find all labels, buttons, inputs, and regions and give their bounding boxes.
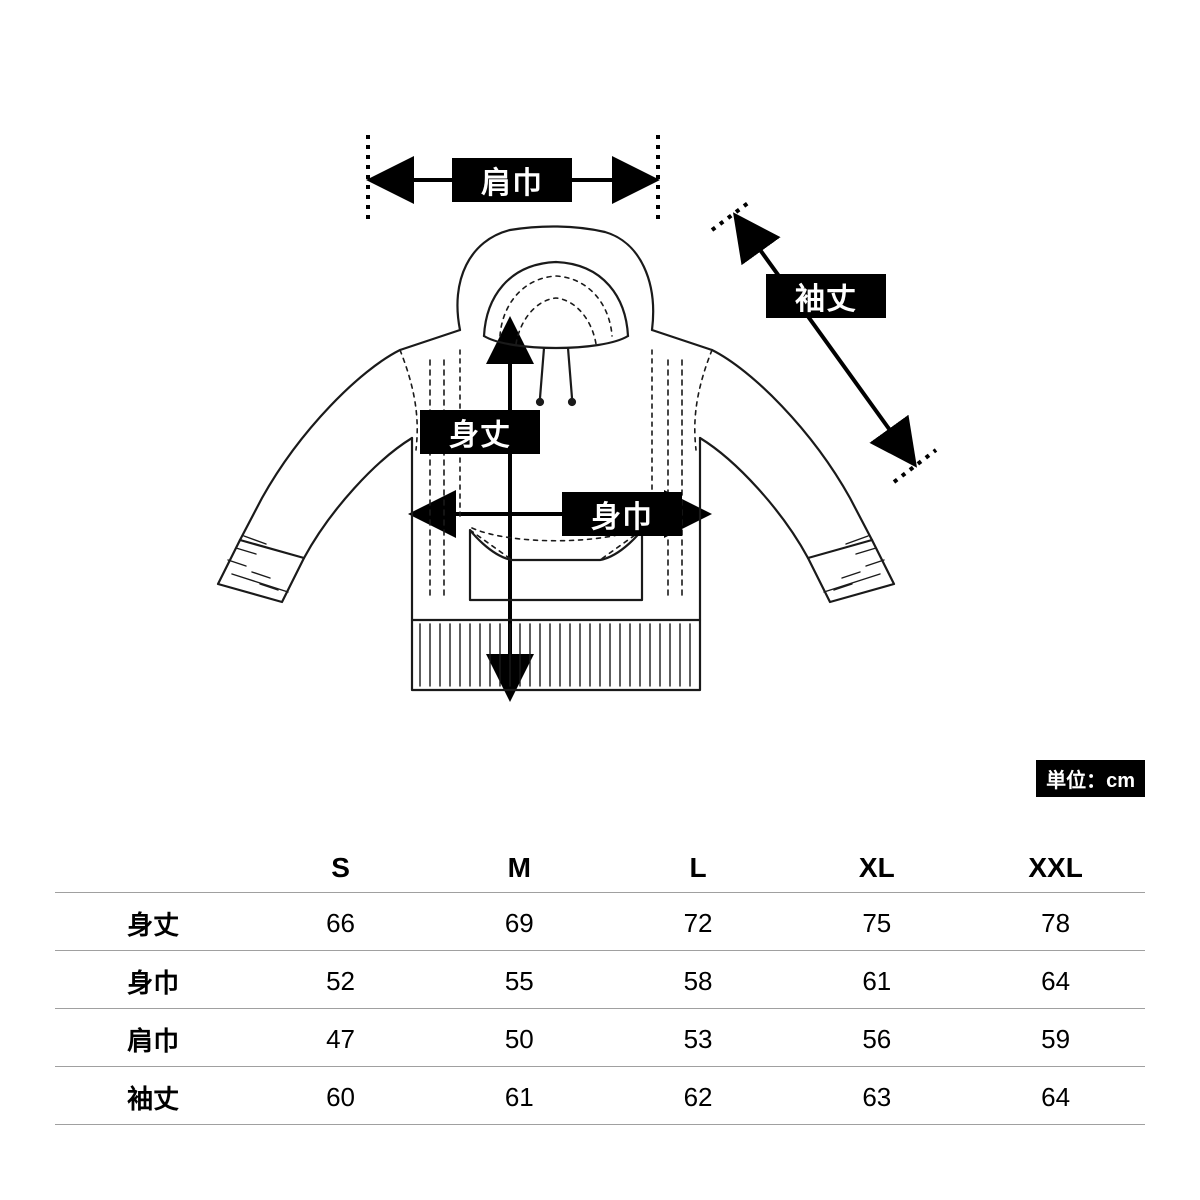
cell: 63: [787, 1067, 966, 1125]
cell: 55: [430, 951, 609, 1009]
cell: 58: [609, 951, 788, 1009]
cell: 75: [787, 893, 966, 951]
th-blank: [55, 840, 251, 893]
cell: 60: [251, 1067, 430, 1125]
unit-label: 単位：cm: [1036, 760, 1145, 797]
cell: 69: [430, 893, 609, 951]
hoodie-diagram: [0, 0, 1200, 760]
th-xl: XL: [787, 840, 966, 893]
table-body: 身丈 66 69 72 75 78 身巾 52 55 58 61 64 肩巾: [55, 893, 1145, 1125]
row-label: 身巾: [55, 951, 251, 1009]
cell: 66: [251, 893, 430, 951]
cell: 64: [966, 1067, 1145, 1125]
label-width-text: 身巾: [591, 492, 653, 536]
cell: 52: [251, 951, 430, 1009]
label-sleeve-text: 袖丈: [795, 274, 857, 318]
cell: 59: [966, 1009, 1145, 1067]
cell: 72: [609, 893, 788, 951]
table-header-row: S M L XL XXL: [55, 840, 1145, 893]
label-shoulder-width: 肩巾: [452, 158, 572, 202]
label-length-text: 身丈: [449, 410, 511, 454]
label-sleeve-length: 袖丈: [766, 274, 886, 318]
row-label: 袖丈: [55, 1067, 251, 1125]
th-l: L: [609, 840, 788, 893]
table-row: 身巾 52 55 58 61 64: [55, 951, 1145, 1009]
cell: 61: [430, 1067, 609, 1125]
cell: 50: [430, 1009, 609, 1067]
table-row: 肩巾 47 50 53 56 59: [55, 1009, 1145, 1067]
table-row: 袖丈 60 61 62 63 64: [55, 1067, 1145, 1125]
cell: 53: [609, 1009, 788, 1067]
size-table: S M L XL XXL 身丈 66 69 72 75 78 身巾: [55, 840, 1145, 1125]
row-label: 肩巾: [55, 1009, 251, 1067]
cell: 56: [787, 1009, 966, 1067]
label-body-length: 身丈: [420, 410, 540, 454]
th-xxl: XXL: [966, 840, 1145, 893]
table-row: 身丈 66 69 72 75 78: [55, 893, 1145, 951]
cell: 47: [251, 1009, 430, 1067]
label-shoulder-text: 肩巾: [481, 158, 543, 202]
th-m: M: [430, 840, 609, 893]
row-label: 身丈: [55, 893, 251, 951]
cell: 78: [966, 893, 1145, 951]
cell: 61: [787, 951, 966, 1009]
page: 肩巾 袖丈 身丈 身巾 単位：cm S M L XL XXL: [0, 0, 1200, 1200]
unit-label-text: 単位：cm: [1046, 764, 1135, 793]
size-table-wrap: S M L XL XXL 身丈 66 69 72 75 78 身巾: [55, 840, 1145, 1125]
cell: 62: [609, 1067, 788, 1125]
cell: 64: [966, 951, 1145, 1009]
label-body-width: 身巾: [562, 492, 682, 536]
th-s: S: [251, 840, 430, 893]
